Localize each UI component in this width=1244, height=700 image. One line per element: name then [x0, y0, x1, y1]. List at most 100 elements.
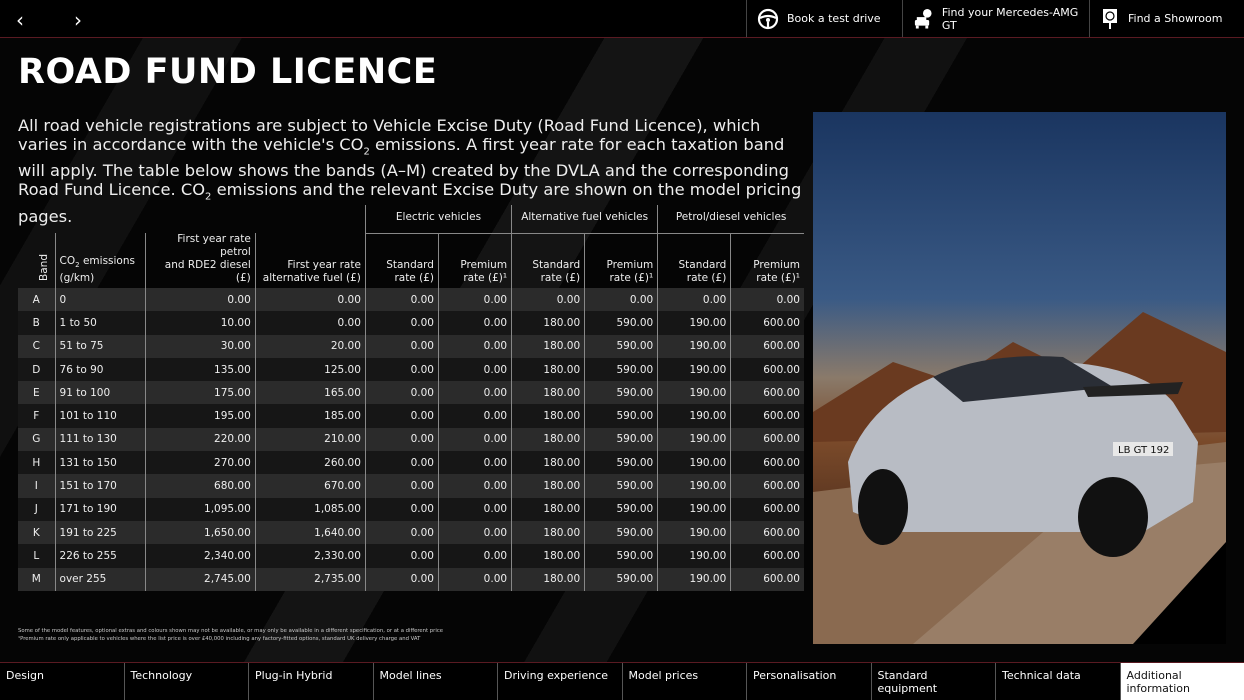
nav-tab-model-prices[interactable]: Model prices: [621, 663, 747, 700]
rate-cell: 190.00: [657, 404, 731, 428]
find-showroom-button[interactable]: Find a Showroom: [1089, 0, 1244, 37]
rate-cell: 180.00: [511, 497, 585, 521]
rate-cell: 590.00: [584, 334, 658, 358]
header-premium: Premium rate (£)¹: [730, 233, 804, 288]
subscript: 2: [363, 146, 370, 158]
rate-cell: 0.00: [437, 474, 512, 498]
nav-tab-design[interactable]: Design: [6, 669, 44, 682]
band-cell: H: [18, 451, 56, 475]
band-cell: K: [18, 520, 56, 545]
label: rate (£)¹: [609, 272, 654, 284]
rate-cell: 600.00: [730, 311, 804, 335]
rate-cell: 180.00: [511, 334, 585, 358]
rate-cell: 0.00: [144, 288, 256, 312]
rate-cell: 590.00: [584, 381, 658, 405]
co2-cell: 51 to 75: [54, 334, 146, 358]
rate-cell: 185.00: [254, 404, 366, 428]
footnote: Some of the model features, optional ext…: [18, 628, 443, 634]
intro-text: emissions and the relevant Excise Duty a…: [18, 180, 802, 226]
rate-cell: 0.00: [437, 357, 512, 382]
nav-tab-driving-experience[interactable]: Driving experience: [497, 663, 622, 700]
top-bar: ‹ › Book a test drive Find your Mercedes…: [0, 0, 1244, 38]
rate-cell: 180.00: [511, 567, 585, 591]
band-cell: A: [18, 288, 56, 312]
group-petrol-diesel: Petrol/diesel vehicles: [657, 205, 804, 234]
rate-cell: 0.00: [364, 520, 439, 545]
table-row: L 226 to 255 2,340.00 2,330.00 0.00 0.00 180.0…: [18, 544, 804, 568]
label: rate (£)¹: [463, 272, 508, 284]
nav-tab-personalisation[interactable]: Personalisation: [746, 663, 871, 700]
rate-cell: 210.00: [254, 427, 366, 452]
label: rate (£): [394, 272, 434, 284]
group-electric: Electric vehicles: [364, 205, 512, 234]
rate-cell: 0.00: [364, 567, 439, 591]
label: and RDE2 diesel (£): [164, 259, 251, 284]
co2-cell: 1 to 50: [54, 311, 146, 335]
next-page-button[interactable]: ›: [74, 8, 82, 32]
rate-cell: 0.00: [364, 288, 439, 312]
rate-cell: 680.00: [144, 474, 256, 498]
rate-cell: 590.00: [584, 427, 658, 452]
rate-cell: 270.00: [144, 451, 256, 475]
header-co2: CO2 emissions (g/km): [54, 233, 146, 288]
rate-cell: 600.00: [730, 474, 804, 498]
rate-cell: 125.00: [254, 357, 366, 382]
table-row: H 131 to 150 270.00 260.00 0.00 0.00 180.00 590…: [18, 451, 804, 475]
rate-cell: 1,640.00: [254, 520, 366, 545]
band-cell: E: [18, 381, 56, 405]
rate-cell: 0.00: [657, 288, 731, 312]
co2-cell: 191 to 225: [54, 520, 146, 545]
book-test-drive-button[interactable]: Book a test drive: [746, 0, 902, 37]
band-cell: F: [18, 404, 56, 428]
rate-cell: 590.00: [584, 357, 658, 382]
co2-label: CO: [59, 254, 76, 267]
rate-cell: 0.00: [437, 311, 512, 335]
find-your-car-button[interactable]: Find your Mercedes-AMG GT: [902, 0, 1089, 37]
nav-tab-model-lines[interactable]: Model lines: [372, 663, 498, 700]
rate-cell: 0.00: [437, 497, 512, 521]
nav-tab-standard-equipment[interactable]: Standard equipment: [870, 663, 996, 700]
header-band: Band: [18, 233, 55, 288]
co2-cell: 131 to 150: [54, 451, 146, 475]
co2-cell: 76 to 90: [54, 357, 146, 382]
rate-cell: 590.00: [584, 474, 658, 498]
rate-cell: 190.00: [657, 451, 731, 475]
bottom-nav: Design Technology Plug-in Hybrid Model line…: [0, 662, 1244, 700]
label: Standard: [532, 259, 581, 271]
co2-cell: 111 to 130: [54, 427, 146, 452]
rate-cell: 1,095.00: [144, 497, 256, 521]
label: rate (£): [686, 272, 727, 284]
footnote: ¹Premium rate only applicable to vehicle…: [18, 635, 421, 642]
rate-cell: 600.00: [730, 544, 804, 568]
find-your-car-label: Find your Mercedes-AMG GT: [941, 5, 1079, 32]
nav-tab-technical-data[interactable]: Technical data: [995, 663, 1120, 700]
nav-tab-technology[interactable]: Technology: [123, 663, 249, 700]
band-cell: L: [18, 544, 56, 568]
rate-cell: 0.00: [437, 567, 512, 591]
co2-cell: 226 to 255: [54, 544, 146, 568]
rate-cell: 190.00: [657, 357, 731, 382]
rate-cell: 600.00: [730, 427, 804, 452]
rate-cell: 590.00: [584, 520, 658, 545]
rate-cell: 180.00: [511, 311, 585, 335]
nav-tab-additional-information[interactable]: Additional information: [1119, 663, 1244, 700]
table-row: E 91 to 100 175.00 165.00 0.00 0.00 180.00 590.…: [18, 381, 804, 405]
intro-text: All road vehicle registrations are subje…: [18, 116, 761, 154]
previous-page-button[interactable]: ‹: [16, 8, 24, 32]
nav-tab-plug-in-hybrid[interactable]: Plug-in Hybrid: [248, 663, 373, 700]
co2-cell: 101 to 110: [54, 404, 146, 428]
rate-cell: 600.00: [730, 404, 804, 428]
rate-cell: 0.00: [364, 334, 439, 358]
rate-cell: 0.00: [437, 520, 512, 545]
amg-gt-image: LB GT 192: [813, 312, 1226, 644]
rate-cell: 190.00: [657, 520, 731, 545]
rate-cell: 0.00: [364, 381, 439, 405]
rate-cell: 0.00: [364, 497, 439, 521]
rate-cell: 10.00: [144, 311, 256, 335]
car-photo: LB GT 192: [813, 112, 1226, 644]
rate-cell: 590.00: [584, 567, 658, 591]
rate-cell: 2,340.00: [144, 544, 256, 568]
rate-cell: 190.00: [657, 427, 731, 452]
rate-cell: 0.00: [437, 381, 512, 405]
co2-cell: 91 to 100: [54, 381, 146, 405]
